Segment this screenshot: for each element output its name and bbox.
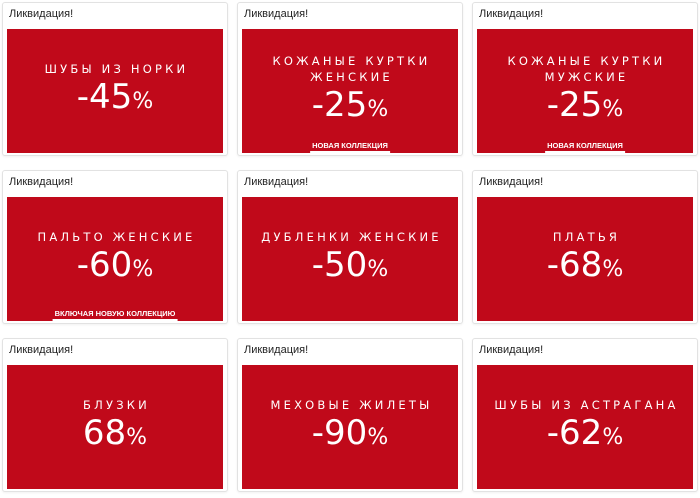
discount-value: -50% bbox=[312, 247, 388, 289]
category-label: ДУБЛЕНКИ ЖЕНСКИЕ bbox=[261, 230, 442, 244]
discount-value: -45% bbox=[77, 79, 153, 121]
promo-card-fur-vests[interactable]: Ликвидация! МЕХОВЫЕ ЖИЛЕТЫ -90% bbox=[237, 338, 463, 492]
promo-banner[interactable]: ШУБЫ ИЗ АСТРАГАНА -62% bbox=[477, 365, 693, 489]
percent-sign: % bbox=[132, 257, 154, 282]
promo-card-blouses[interactable]: Ликвидация! БЛУЗКИ 68% bbox=[2, 338, 228, 492]
percent-sign: % bbox=[132, 89, 154, 114]
discount-value: 68% bbox=[83, 415, 147, 457]
category-label: ШУБЫ ИЗ НОРКИ bbox=[44, 62, 189, 76]
card-title: Ликвидация! bbox=[479, 176, 544, 188]
discount-value: -90% bbox=[312, 415, 388, 457]
promo-banner[interactable]: МЕХОВЫЕ ЖИЛЕТЫ -90% bbox=[242, 365, 458, 489]
card-title: Ликвидация! bbox=[479, 344, 544, 356]
promo-banner[interactable]: ПЛАТЬЯ -68% bbox=[477, 197, 693, 321]
new-collection-tag: ВКЛЮЧАЯ НОВУЮ КОЛЛЕКЦИЮ bbox=[52, 309, 178, 321]
category-label-line2: ЖЕНСКИЕ bbox=[310, 70, 393, 84]
card-title: Ликвидация! bbox=[244, 8, 309, 20]
discount-value: -25% bbox=[547, 87, 623, 129]
promo-card-leather-jackets-men[interactable]: Ликвидация! КОЖАНЫЕ КУРТКИ МУЖСКИЕ -25% … bbox=[472, 2, 698, 156]
percent-sign: % bbox=[602, 257, 624, 282]
promo-banner[interactable]: ДУБЛЕНКИ ЖЕНСКИЕ -50% bbox=[242, 197, 458, 321]
category-label: ШУБЫ ИЗ АСТРАГАНА bbox=[494, 398, 679, 412]
card-title: Ликвидация! bbox=[9, 8, 74, 20]
discount-number: -68 bbox=[546, 245, 603, 285]
category-label: КОЖАНЫЕ КУРТКИ bbox=[272, 54, 431, 68]
discount-number: -60 bbox=[76, 245, 133, 285]
discount-number: -90 bbox=[311, 413, 368, 453]
promo-banner[interactable]: ШУБЫ ИЗ НОРКИ -45% bbox=[7, 29, 223, 153]
category-label: МЕХОВЫЕ ЖИЛЕТЫ bbox=[270, 398, 433, 412]
category-label: ПЛАТЬЯ bbox=[552, 230, 621, 244]
promo-banner[interactable]: КОЖАНЫЕ КУРТКИ ЖЕНСКИЕ -25% НОВАЯ КОЛЛЕК… bbox=[242, 29, 458, 153]
discount-value: -25% bbox=[312, 87, 388, 129]
discount-value: -62% bbox=[547, 415, 623, 457]
promo-card-dresses[interactable]: Ликвидация! ПЛАТЬЯ -68% bbox=[472, 170, 698, 324]
card-title: Ликвидация! bbox=[479, 8, 544, 20]
category-label: КОЖАНЫЕ КУРТКИ bbox=[507, 54, 666, 68]
discount-number: -62 bbox=[546, 413, 603, 453]
discount-number: -50 bbox=[311, 245, 368, 285]
card-title: Ликвидация! bbox=[244, 344, 309, 356]
new-collection-tag: НОВАЯ КОЛЛЕКЦИЯ bbox=[545, 141, 625, 153]
discount-value: -68% bbox=[547, 247, 623, 289]
promo-card-leather-jackets-women[interactable]: Ликвидация! КОЖАНЫЕ КУРТКИ ЖЕНСКИЕ -25% … bbox=[237, 2, 463, 156]
card-title: Ликвидация! bbox=[244, 176, 309, 188]
percent-sign: % bbox=[367, 425, 389, 450]
promo-card-women-coats[interactable]: Ликвидация! ПАЛЬТО ЖЕНСКИЕ -60% ВКЛЮЧАЯ … bbox=[2, 170, 228, 324]
category-label-line2: МУЖСКИЕ bbox=[544, 70, 629, 84]
card-title: Ликвидация! bbox=[9, 176, 74, 188]
category-label: БЛУЗКИ bbox=[83, 398, 150, 412]
percent-sign: % bbox=[126, 425, 148, 450]
percent-sign: % bbox=[367, 257, 389, 282]
promo-banner[interactable]: КОЖАНЫЕ КУРТКИ МУЖСКИЕ -25% НОВАЯ КОЛЛЕК… bbox=[477, 29, 693, 153]
discount-number: 68 bbox=[82, 413, 127, 453]
category-label: ПАЛЬТО ЖЕНСКИЕ bbox=[37, 230, 196, 244]
promo-card-mink-coats[interactable]: Ликвидация! ШУБЫ ИЗ НОРКИ -45% bbox=[2, 2, 228, 156]
discount-value: -60% bbox=[77, 247, 153, 289]
new-collection-tag: НОВАЯ КОЛЛЕКЦИЯ bbox=[310, 141, 390, 153]
discount-number: -25 bbox=[311, 85, 368, 125]
discount-number: -25 bbox=[546, 85, 603, 125]
card-title: Ликвидация! bbox=[9, 344, 74, 356]
percent-sign: % bbox=[367, 97, 389, 122]
promo-banner[interactable]: БЛУЗКИ 68% bbox=[7, 365, 223, 489]
percent-sign: % bbox=[602, 97, 624, 122]
promo-banner[interactable]: ПАЛЬТО ЖЕНСКИЕ -60% ВКЛЮЧАЯ НОВУЮ КОЛЛЕК… bbox=[7, 197, 223, 321]
discount-number: -45 bbox=[76, 77, 133, 117]
percent-sign: % bbox=[602, 425, 624, 450]
promo-card-astrakhan-coats[interactable]: Ликвидация! ШУБЫ ИЗ АСТРАГАНА -62% bbox=[472, 338, 698, 492]
promo-card-sheepskin-coats[interactable]: Ликвидация! ДУБЛЕНКИ ЖЕНСКИЕ -50% bbox=[237, 170, 463, 324]
